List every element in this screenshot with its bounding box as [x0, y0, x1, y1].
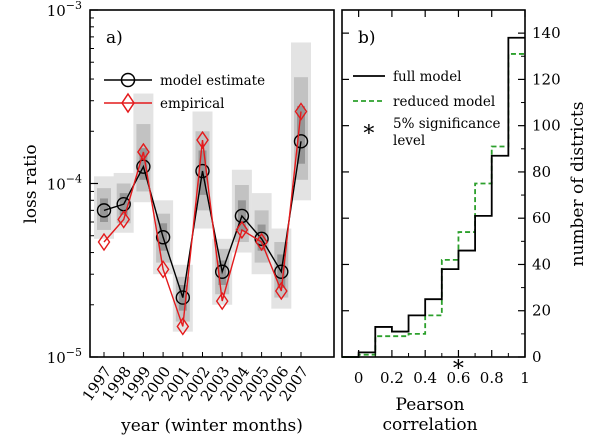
legend-significance-label: 5% significance level: [393, 116, 500, 149]
y-tick-label: 10−3: [47, 0, 82, 20]
panel-b-y-ticks: 0 20 40 60 80 100 120 140: [342, 24, 561, 366]
legend-model-marker: [120, 72, 136, 88]
panel-a-x-axis-label: year (winter months): [120, 416, 303, 435]
x-tick-label: 0.2: [380, 369, 404, 387]
x-tick-label: 0.4: [413, 369, 437, 387]
x-tick-label: 0.6: [447, 369, 471, 387]
x-tick-label: 1: [520, 369, 530, 387]
panel-b-legend: full model reduced model ∗ 5% significan…: [353, 69, 500, 149]
panel-b: 0 0.2 0.4 0.6 0.8 1 0 20 40 60 80 100 120 140 ∗ b) n…: [341, 9, 588, 435]
point-model-1997: [96, 203, 112, 218]
x-tick-label: 0.8: [480, 369, 504, 387]
panel-a-legend: model estimate empirical: [104, 72, 265, 114]
legend-model-label: model estimate: [160, 73, 265, 89]
x-tick-label: 0: [354, 369, 364, 387]
point-model-2002: [195, 163, 210, 179]
panel-b-x-ticks: 0 0.2 0.4 0.6 0.8 1: [354, 10, 530, 387]
point-empirical-2000: [156, 260, 170, 279]
y-tick-label: 140: [532, 24, 561, 42]
point-empirical-2003: [215, 291, 229, 311]
point-empirical-1998: [117, 210, 131, 229]
y-tick-label: 120: [532, 70, 561, 88]
point-model-2006: [274, 264, 289, 279]
y-tick-label: 80: [532, 163, 551, 181]
y-tick-label: 0: [532, 348, 542, 366]
y-tick-label: 10−5: [47, 346, 82, 367]
panel-b-x-axis-label: Pearson correlation: [382, 395, 477, 435]
panel-a-y-ticks: 10−5 10−4 10−3: [47, 0, 98, 367]
point-empirical-2007: [294, 102, 308, 121]
histogram-full-model: [342, 36, 525, 358]
band-inner-2001: [178, 285, 187, 311]
band-inner-1999: [139, 148, 148, 180]
point-model-2001: [175, 290, 191, 305]
panel-a-y-axis-label: loss ratio: [21, 144, 41, 223]
panel-a-x-ticks: 1997199819992000200120022003200420052006…: [79, 352, 312, 405]
series-line-empirical: [103, 111, 302, 327]
point-empirical-2002: [196, 130, 209, 150]
y-tick-label: 40: [532, 255, 551, 273]
point-empirical-2004: [235, 220, 249, 240]
y-tick-label: 20: [532, 302, 551, 320]
panel-b-frame: [341, 9, 526, 358]
panel-a: 10−5 10−4 10−3 199719981999200020012002200…: [21, 0, 335, 435]
panel-a-series: [96, 102, 309, 336]
legend-empirical-marker: [121, 92, 135, 114]
legend-significance-marker: ∗: [362, 117, 377, 142]
point-empirical-2005: [255, 232, 268, 252]
point-empirical-2001: [176, 317, 190, 336]
point-empirical-1997: [97, 232, 111, 252]
y-tick-label: 10−4: [47, 173, 82, 194]
significance-marker: ∗: [451, 352, 466, 377]
point-empirical-2006: [274, 281, 288, 301]
panel-b-y-axis-label: number of districts: [568, 102, 588, 267]
point-model-2007: [293, 134, 309, 149]
panel-b-label: b): [358, 28, 376, 48]
y-tick-label: 100: [532, 117, 561, 135]
point-empirical-1999: [137, 142, 150, 162]
legend-empirical-label: empirical: [160, 96, 224, 112]
panel-a-label: a): [106, 28, 123, 48]
band-inner-2005: [257, 224, 266, 251]
y-tick-label: 60: [532, 209, 551, 227]
point-model-2003: [214, 264, 230, 279]
legend-reduced-label: reduced model: [393, 94, 495, 110]
legend-full-label: full model: [393, 69, 462, 85]
panel-b-histograms: [342, 36, 525, 358]
point-model-2000: [155, 230, 171, 245]
series-line-model-estimate: [103, 141, 302, 298]
